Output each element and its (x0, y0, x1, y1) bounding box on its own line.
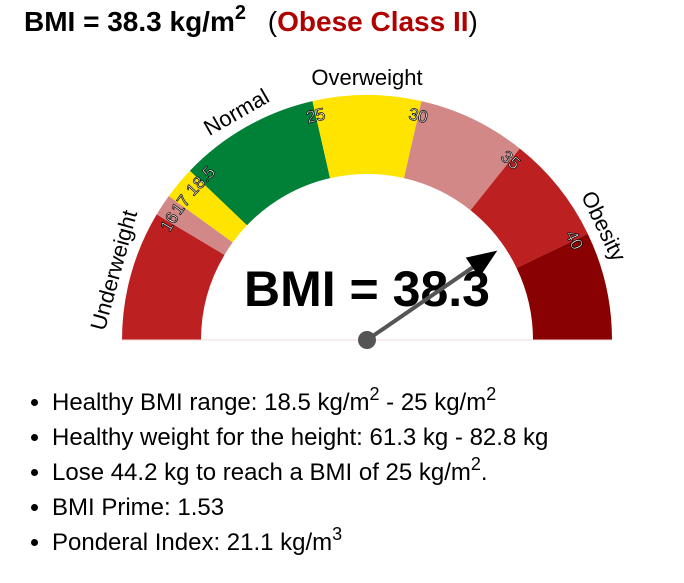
gauge-band-1 (156, 195, 233, 255)
gauge-bands (122, 94, 612, 341)
gauge-band-4 (312, 94, 422, 179)
fact-healthy-weight: Healthy weight for the height: 61.3 kg -… (52, 420, 548, 455)
title-category-wrap: (Obese Class II) (267, 6, 478, 37)
gauge-tick-label: 25 (304, 104, 327, 127)
fact-ponderal-index: Ponderal Index: 21.1 kg/m3 (52, 525, 548, 560)
fact-lose-weight: Lose 44.2 kg to reach a BMI of 25 kg/m2. (52, 455, 548, 490)
gauge-band-6 (470, 148, 588, 268)
bmi-title: BMI = 38.3 kg/m2 (Obese Class II) (24, 3, 478, 38)
gauge-tick-label: 30 (407, 104, 430, 127)
gauge-needle-hub (358, 331, 376, 349)
gauge-band-5 (403, 101, 520, 211)
gauge-needle-line (365, 264, 476, 342)
gauge-needle-head (465, 250, 498, 278)
category-label: Obese Class II (277, 6, 469, 37)
gauge-needle (358, 250, 498, 349)
fact-healthy-range: Healthy BMI range: 18.5 kg/m2 - 25 kg/m2 (52, 385, 548, 420)
bmi-facts-list: Healthy BMI range: 18.5 kg/m2 - 25 kg/m2… (28, 385, 548, 560)
gauge-center-label: BMI = 38.3 (244, 261, 490, 317)
title-value: BMI = 38.3 kg/m (24, 6, 235, 37)
gauge-band-3 (189, 101, 331, 226)
gauge-category-label: Overweight (311, 65, 422, 90)
gauge-band-2 (168, 170, 248, 243)
fact-bmi-prime: BMI Prime: 1.53 (52, 490, 548, 525)
title-exponent: 2 (234, 2, 246, 24)
gauge-band-7 (516, 233, 612, 340)
gauge-band-0 (122, 214, 225, 340)
